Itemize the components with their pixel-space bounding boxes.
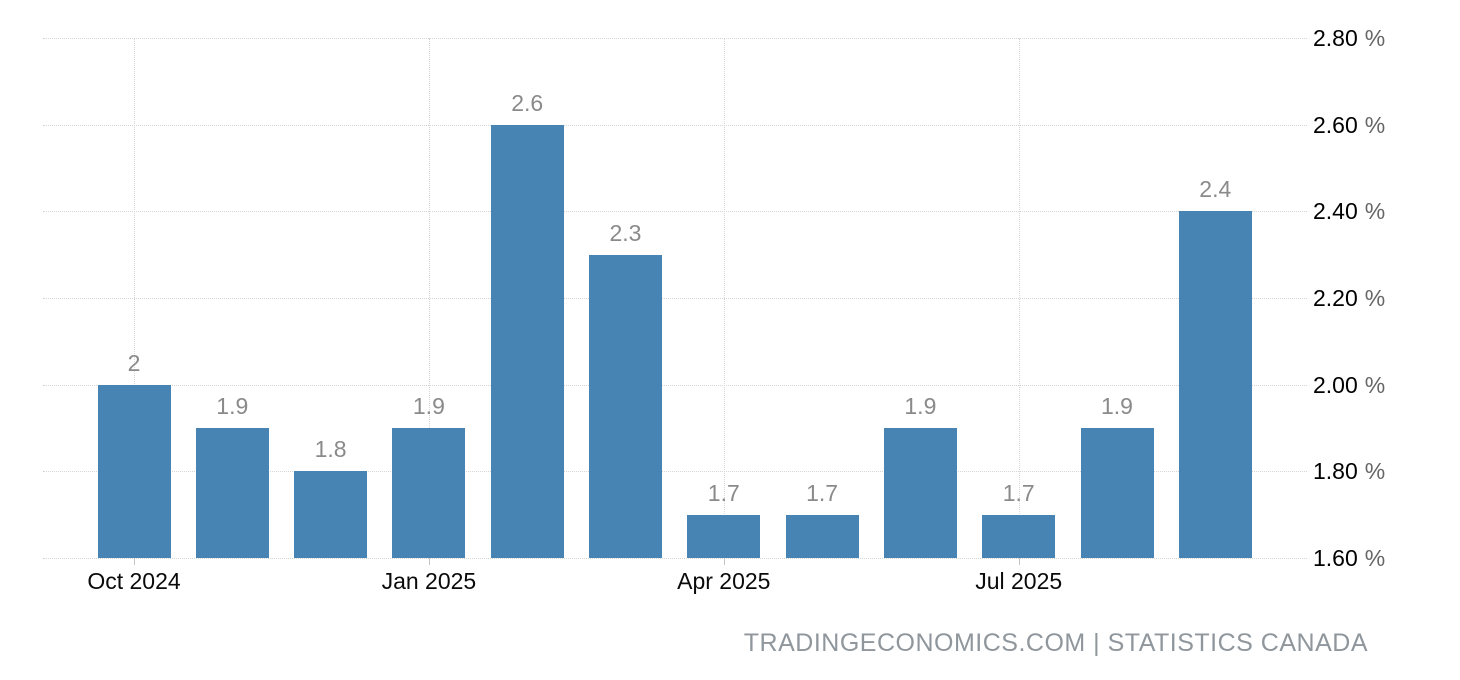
- v-gridline: [723, 38, 725, 558]
- y-axis-percent-sign: %: [1364, 285, 1386, 311]
- bar-value-label: 1.7: [806, 480, 839, 506]
- bar-value-label: 2.6: [511, 90, 544, 116]
- bar[interactable]: [294, 471, 368, 558]
- v-gridline: [134, 38, 135, 558]
- v-gridline: [428, 38, 430, 558]
- bar-value-label: 1.9: [216, 393, 249, 419]
- h-gridline: [43, 558, 1307, 559]
- x-axis-label: Jan 2025: [381, 568, 477, 594]
- bar[interactable]: [589, 255, 662, 558]
- y-axis-percent-sign: %: [1364, 545, 1386, 571]
- h-gridline: [43, 211, 1307, 213]
- x-axis-label: Oct 2024: [87, 568, 181, 594]
- y-axis-value: 1.60: [1313, 545, 1358, 571]
- bar[interactable]: [490, 125, 564, 558]
- h-gridline: [43, 124, 1307, 126]
- y-axis-percent-sign: %: [1364, 25, 1386, 51]
- y-axis-label: 1.80%: [1313, 457, 1385, 485]
- y-axis-label: 2.00%: [1313, 371, 1385, 399]
- y-axis-percent-sign: %: [1364, 111, 1386, 138]
- y-axis-percent-sign: %: [1364, 371, 1386, 398]
- x-tick-mark: [723, 558, 725, 565]
- x-tick-mark: [428, 558, 430, 565]
- bar[interactable]: [982, 515, 1056, 558]
- y-axis-label: 2.20%: [1313, 284, 1385, 312]
- h-gridline: [43, 298, 1307, 299]
- y-axis-label: 2.40%: [1313, 197, 1385, 225]
- bar[interactable]: [1178, 211, 1252, 558]
- bar-value-label: 2: [127, 350, 141, 376]
- h-gridline: [43, 38, 1307, 39]
- y-axis-percent-sign: %: [1364, 458, 1386, 485]
- bar-value-label: 1.9: [904, 393, 937, 419]
- bar-value-label: 2.3: [609, 220, 642, 246]
- y-axis-label: 2.80%: [1313, 24, 1385, 52]
- attribution-watermark: TRADINGECONOMICS.COM | STATISTICS CANADA: [743, 629, 1368, 657]
- y-axis-label: 2.60%: [1313, 111, 1385, 139]
- x-tick-mark: [134, 558, 135, 565]
- y-axis-label: 1.60%: [1313, 544, 1385, 572]
- bar[interactable]: [687, 515, 761, 558]
- bar[interactable]: [785, 515, 859, 558]
- x-axis-label: Apr 2025: [677, 568, 771, 594]
- bar-value-label: 1.9: [1101, 393, 1133, 419]
- y-axis-value: 2.40: [1313, 198, 1358, 225]
- x-tick-mark: [1018, 558, 1020, 565]
- x-axis-label: Jul 2025: [975, 568, 1063, 594]
- y-axis-value: 2.80: [1313, 25, 1358, 51]
- h-gridline: [43, 471, 1307, 473]
- y-axis-value: 2.60: [1313, 111, 1358, 138]
- y-axis-value: 1.80: [1313, 458, 1358, 485]
- bar-value-label: 1.9: [412, 393, 445, 419]
- bar[interactable]: [1080, 428, 1154, 558]
- bar-value-label: 1.7: [707, 480, 740, 506]
- bar-value-label: 1.8: [314, 436, 347, 462]
- bar-value-label: 2.4: [1199, 176, 1232, 202]
- bar[interactable]: [97, 385, 171, 558]
- bar-value-label: 1.7: [1002, 480, 1035, 506]
- bar[interactable]: [883, 428, 957, 558]
- h-gridline: [43, 384, 1307, 386]
- v-gridline: [1018, 38, 1020, 558]
- y-axis-value: 2.00: [1313, 371, 1358, 398]
- y-axis-value: 2.20: [1313, 285, 1358, 311]
- y-axis-percent-sign: %: [1364, 198, 1386, 225]
- bar[interactable]: [392, 428, 466, 558]
- bar[interactable]: [195, 428, 269, 558]
